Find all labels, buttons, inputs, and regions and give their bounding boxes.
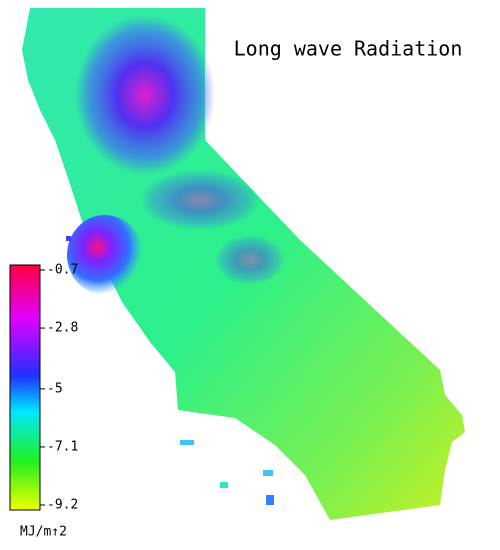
northeast-highlands: [75, 15, 215, 175]
colorbar-ticks: -0.7 -2.8 -5 -7.1 -9.2: [40, 263, 78, 513]
map-title: Long wave Radiation: [234, 37, 463, 61]
island: [266, 495, 274, 505]
northern-mountains: [140, 170, 260, 230]
tick-label: -7.1: [47, 439, 78, 454]
tick-label: -0.7: [47, 263, 78, 278]
tick-label: -9.2: [47, 498, 78, 513]
colorbar: [9, 264, 41, 511]
legend-unit: MJ/m↑2: [20, 525, 67, 540]
bay-area: [67, 215, 143, 295]
island: [220, 482, 228, 488]
sierra: [215, 235, 285, 285]
state-shape: [22, 8, 465, 520]
island: [263, 470, 273, 476]
tick-label: -5: [47, 381, 63, 396]
island: [180, 440, 194, 445]
island: [66, 236, 71, 241]
tick-label: -2.8: [47, 321, 78, 336]
